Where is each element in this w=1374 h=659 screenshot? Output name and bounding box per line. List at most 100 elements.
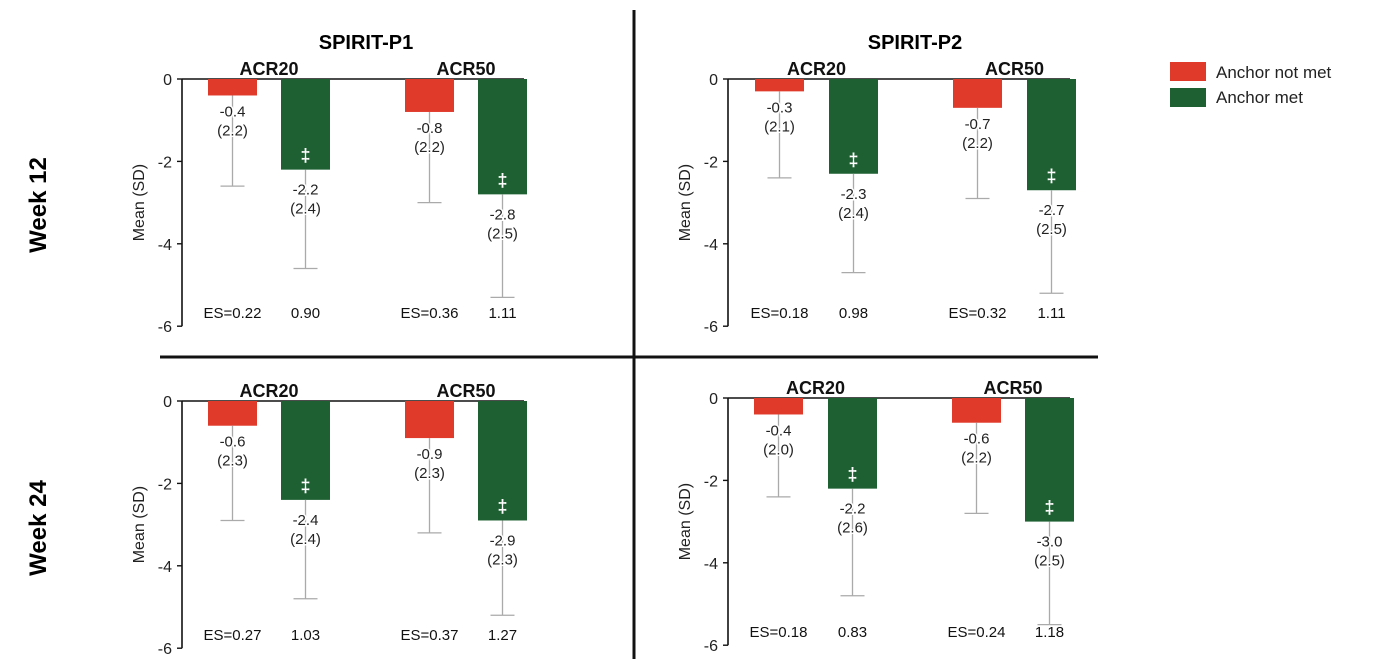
effect-size-label: 0.98	[839, 305, 868, 322]
significance-marker: ‡	[1046, 166, 1056, 186]
value-label: -2.8	[490, 206, 516, 223]
sd-label: (2.5)	[1034, 553, 1065, 570]
sd-label: (2.2)	[961, 450, 992, 467]
chart-panel: 0 -2 -4 -6 Mean (SD) ACR20 ACR50 -0.4 (2.2) ES=0.…	[131, 59, 527, 336]
value-label: -0.8	[417, 120, 443, 137]
value-label: -2.2	[293, 182, 319, 199]
bar-anchor-met	[478, 401, 527, 521]
row-label-week-12: Week 12	[25, 157, 52, 253]
effect-size-label: 1.11	[1037, 305, 1065, 322]
y-tick-label: -2	[158, 476, 172, 493]
effect-size-label: ES=0.18	[751, 305, 809, 322]
effect-size-label: ES=0.37	[401, 627, 459, 644]
bar-anchor-not-met	[952, 398, 1001, 423]
value-label: -2.2	[840, 501, 866, 518]
sd-label: (2.3)	[217, 453, 248, 470]
y-tick-label: 0	[709, 391, 718, 408]
significance-marker: ‡	[497, 170, 507, 190]
y-tick-label: 0	[163, 72, 172, 89]
y-tick-label: -2	[704, 473, 718, 490]
effect-size-label: ES=0.36	[401, 305, 459, 322]
y-tick-label: -2	[704, 154, 718, 171]
sd-label: (2.2)	[962, 135, 993, 152]
group-label-acr50: ACR50	[436, 59, 495, 79]
significance-marker: ‡	[497, 496, 507, 516]
effect-size-label: 1.18	[1035, 624, 1064, 641]
effect-size-label: ES=0.27	[204, 627, 262, 644]
effect-size-label: 1.11	[488, 305, 516, 322]
sd-label: (2.5)	[487, 225, 518, 242]
value-label: -0.9	[417, 446, 443, 463]
bar-anchor-met	[281, 401, 330, 500]
sd-label: (2.4)	[290, 201, 321, 218]
effect-size-label: ES=0.18	[750, 624, 808, 641]
bar-anchor-not-met	[405, 401, 454, 439]
y-tick-label: -6	[704, 638, 718, 655]
value-label: -3.0	[1037, 534, 1063, 551]
effect-size-label: 0.83	[838, 624, 867, 641]
sd-label: (2.3)	[414, 465, 445, 482]
bar-anchor-not-met	[755, 79, 804, 92]
significance-marker: ‡	[848, 150, 858, 170]
group-label-acr20: ACR20	[239, 59, 298, 79]
group-label-acr50: ACR50	[436, 381, 495, 401]
chart-panels: 0 -2 -4 -6 Mean (SD) ACR20 ACR50 -0.4 (2.2) ES=0.…	[131, 59, 1076, 658]
sd-label: (2.1)	[764, 118, 795, 135]
bar-anchor-not-met	[953, 79, 1002, 108]
chart-panel: 0 -2 -4 -6 Mean (SD) ACR20 ACR50 -0.3 (2.1) ES=0.…	[677, 59, 1076, 336]
y-tick-label: -6	[158, 641, 172, 658]
group-label-acr20: ACR20	[786, 378, 845, 398]
bar-anchor-met	[1025, 398, 1074, 522]
bar-anchor-not-met	[208, 79, 257, 96]
sd-label: (2.0)	[763, 441, 794, 458]
sd-label: (2.3)	[487, 551, 518, 568]
effect-size-label: ES=0.32	[949, 305, 1007, 322]
value-label: -0.4	[220, 103, 246, 120]
value-label: -0.6	[220, 434, 246, 451]
y-tick-label: -6	[158, 319, 172, 336]
legend-swatch-anchor-not-met	[1170, 62, 1206, 81]
value-label: -2.9	[490, 532, 516, 549]
y-tick-label: 0	[163, 394, 172, 411]
column-title-spirit-p1: SPIRIT-P1	[319, 32, 413, 54]
y-tick-label: 0	[709, 72, 718, 89]
chart-panel: 0 -2 -4 -6 Mean (SD) ACR20 ACR50 -0.6 (2.3) ES=0.…	[131, 381, 527, 658]
y-axis-label: Mean (SD)	[131, 486, 148, 563]
y-tick-label: -6	[704, 319, 718, 336]
bar-anchor-met	[829, 79, 878, 174]
y-tick-label: -4	[704, 237, 718, 254]
legend: Anchor not met Anchor met	[1170, 62, 1332, 107]
bar-anchor-not-met	[405, 79, 454, 112]
group-label-acr50: ACR50	[983, 378, 1042, 398]
value-label: -0.6	[964, 431, 990, 448]
y-axis-label: Mean (SD)	[677, 483, 694, 560]
sd-label: (2.2)	[414, 139, 445, 156]
legend-swatch-anchor-met	[1170, 88, 1206, 107]
sd-label: (2.2)	[217, 122, 248, 139]
value-label: -2.3	[841, 186, 867, 203]
sd-label: (2.5)	[1036, 221, 1067, 238]
value-label: -0.7	[965, 116, 991, 133]
y-axis-label: Mean (SD)	[131, 164, 148, 241]
significance-marker: ‡	[847, 465, 857, 485]
value-label: -0.4	[766, 422, 792, 439]
y-tick-label: -4	[158, 559, 172, 576]
group-label-acr20: ACR20	[239, 381, 298, 401]
legend-label-anchor-met: Anchor met	[1216, 88, 1303, 107]
bar-anchor-not-met	[208, 401, 257, 426]
y-tick-label: -4	[158, 237, 172, 254]
group-label-acr50: ACR50	[985, 59, 1044, 79]
effect-size-label: 1.03	[291, 627, 320, 644]
value-label: -2.4	[293, 512, 319, 529]
sd-label: (2.4)	[290, 531, 321, 548]
chart-panel: 0 -2 -4 -6 Mean (SD) ACR20 ACR50 -0.4 (2.0) ES=0.…	[677, 378, 1074, 655]
value-label: -0.3	[767, 99, 793, 116]
y-axis-label: Mean (SD)	[677, 164, 694, 241]
effect-size-label: 1.27	[488, 627, 517, 644]
bar-anchor-met	[281, 79, 330, 170]
value-label: -2.7	[1039, 202, 1065, 219]
significance-marker: ‡	[1044, 498, 1054, 518]
row-label-week-24: Week 24	[25, 480, 52, 576]
significance-marker: ‡	[300, 146, 310, 166]
